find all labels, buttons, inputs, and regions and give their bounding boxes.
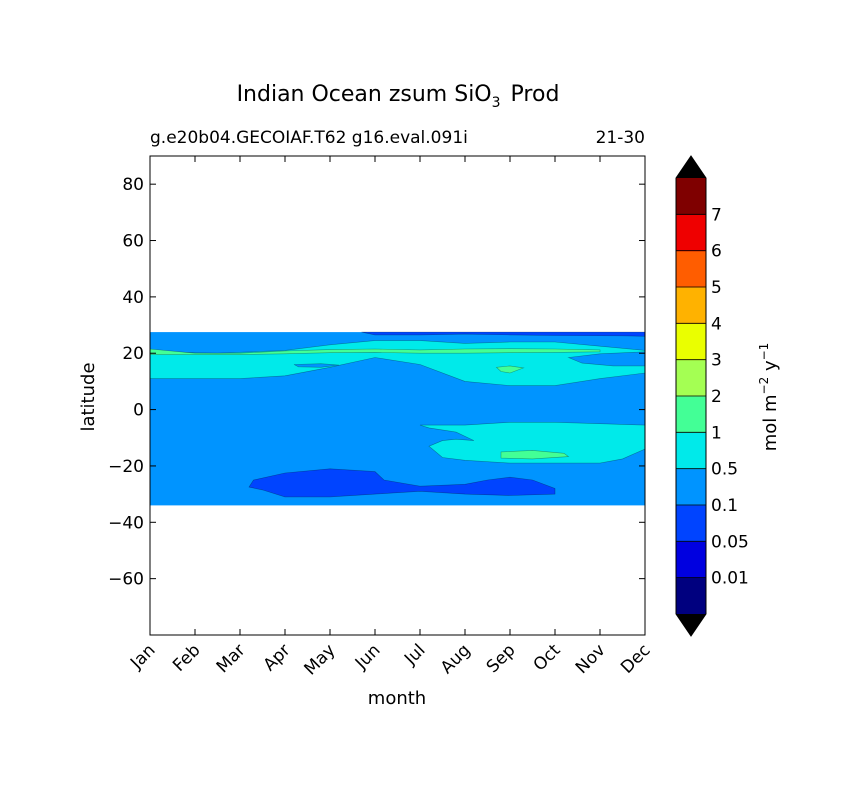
chart-title-subscript: 3 [492,95,501,111]
y-tick-label: 60 [122,232,144,252]
colorbar-tick-label: 6 [711,242,722,262]
colorbar-segment [676,396,706,433]
colorbar-segment [676,359,706,397]
chart-title-main: Indian Ocean zsum SiO [237,82,492,107]
colorbar-segment [676,505,706,542]
y-tick-label: −60 [108,570,144,590]
chart-title-end: Prod [511,82,560,107]
colorbar-tick-label: 5 [711,278,722,298]
contour-region-region-0.05-south [248,468,556,498]
colorbar-tick-label: 0.1 [711,496,738,516]
colorbar-label-exp1: −2 [757,377,771,395]
y-tick-label: 40 [122,288,144,308]
x-tick-label: Dec [617,640,654,677]
colorbar-segment [676,432,706,470]
x-tick-label: Mar [213,640,250,677]
colorbar-segment [676,178,706,215]
colorbar-tick-label: 0.01 [711,569,749,589]
colorbar-tick-label: 2 [711,387,722,407]
colorbar-extend-max [676,156,706,178]
contour-region-band-0.5-south [419,421,646,464]
contour-region-patch-0.1-nw [293,363,340,368]
colorbar-tick-label: 4 [711,314,722,334]
contour-region-patch-1-south [500,450,570,460]
plot-frame [149,155,646,636]
y-axis-ticks: 80 60 40 20 0 −20 −40 −60 [108,175,645,590]
colorbar-label-mid: y [760,360,781,377]
y-tick-label: −20 [108,457,144,477]
y-tick-label: −40 [108,513,144,533]
colorbar-tick-label: 0.05 [711,532,749,552]
x-tick-label: Nov [572,640,610,678]
contour-region-band-1-north [149,348,601,355]
x-axis-label: month [368,688,426,709]
x-tick-label: May [301,640,340,679]
plot-area: 80 60 40 20 0 −20 −40 −60 Jan Feb Mar Apr May Jun Jul… [108,155,655,679]
colorbar-tick-label: 7 [711,205,722,225]
colorbar-outline [675,155,707,637]
contour-regions [149,331,646,498]
y-axis-label: latitude [78,362,99,431]
y-tick-label: 0 [133,401,144,421]
colorbar: 0.01 0.05 0.1 0.5 1 2 3 4 5 6 7 [675,155,749,637]
colorbar-label-main: mol m [760,394,781,451]
colorbar-segment [676,577,706,615]
colorbar-extend-min [676,614,706,636]
x-tick-label: Aug [437,640,475,678]
colorbar-label-exp2: −1 [757,343,771,361]
colorbar-segment [676,214,706,252]
colorbar-segment [676,541,706,579]
y-tick-label: 20 [122,344,144,364]
colorbar-segment [676,250,706,288]
colorbar-label: mol m−2 y−1 [757,343,781,452]
colorbar-tick-label: 0.5 [711,460,738,480]
colorbar-segment [676,323,706,361]
chart-subtitle-right: 21-30 [596,128,645,148]
x-tick-label: Jul [400,640,429,669]
x-tick-label: Sep [483,640,520,677]
x-tick-label: Oct [530,640,565,675]
colorbar-tick-label: 1 [711,423,722,443]
x-tick-label: Apr [260,640,295,675]
y-tick-label: 80 [122,175,144,195]
chart-subtitle-left: g.e20b04.GECOIAF.T62 g16.eval.091i [150,128,468,148]
chart-title: Indian Ocean zsum SiO3 Prod [237,82,560,111]
colorbar-tick-label: 3 [711,351,722,371]
colorbar-segment [676,287,706,324]
x-tick-label: Jun [351,640,385,674]
x-tick-label: Feb [169,640,204,675]
contour-region-patch-1-sep [495,365,525,374]
colorbar-segment [676,468,706,506]
x-tick-label: Jan [126,640,159,673]
